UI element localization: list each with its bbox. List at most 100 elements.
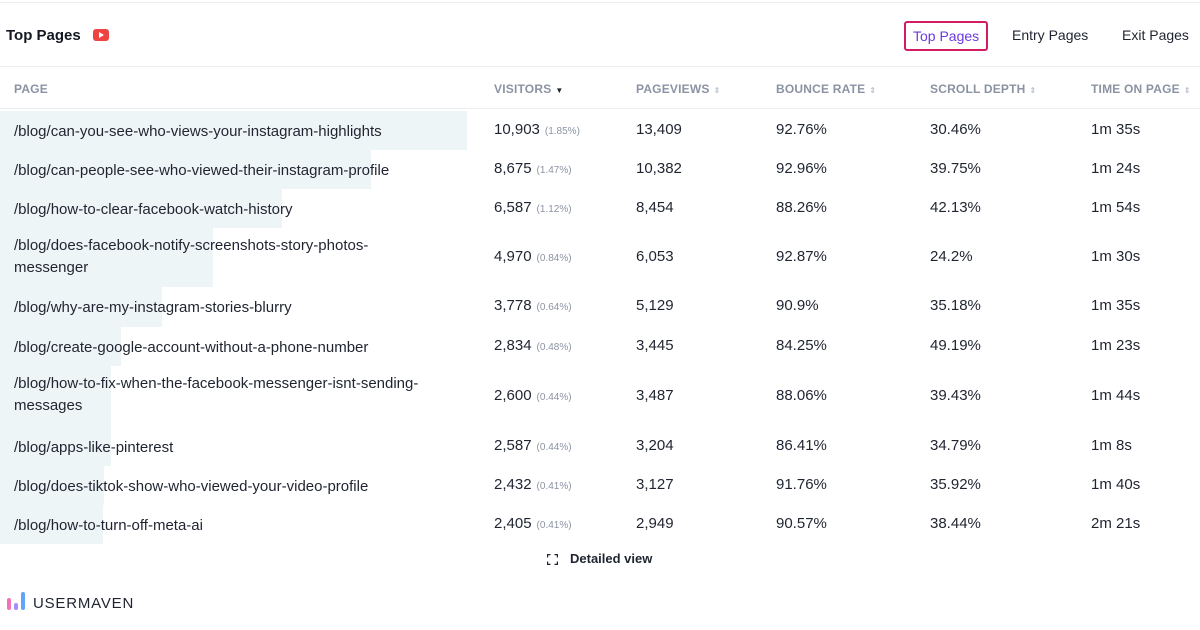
page-path: /blog/how-to-clear-facebook-watch-histor… <box>14 201 293 218</box>
table-row[interactable]: /blog/does-tiktok-show-who-viewed-your-v… <box>0 466 1200 505</box>
bounce-rate-cell: 84.25% <box>776 337 827 354</box>
table-row[interactable]: /blog/can-people-see-who-viewed-their-in… <box>0 150 1200 189</box>
visitors-count: 10,903 <box>494 121 540 138</box>
column-header-page[interactable]: PAGE <box>14 82 48 96</box>
pageviews-cell: 3,204 <box>636 437 674 454</box>
sort-icon: ⇕ <box>713 86 721 95</box>
column-header-scroll-depth[interactable]: SCROLL DEPTH ⇕ <box>930 82 1036 96</box>
visitors-cell: 10,903 (1.85%) <box>494 121 580 138</box>
column-header-label: BOUNCE RATE <box>776 82 866 96</box>
visitor-share-bar <box>0 466 104 505</box>
tab-exit-pages[interactable]: Exit Pages <box>1122 27 1189 43</box>
visitors-percentage: (1.47%) <box>536 165 572 176</box>
column-header-visitors[interactable]: VISITORS ▼ <box>494 82 564 96</box>
page-path: /blog/can-you-see-who-views-your-instagr… <box>14 123 382 140</box>
sort-icon: ⇕ <box>1029 86 1037 95</box>
visitors-count: 2,587 <box>494 437 532 454</box>
bounce-rate-cell: 88.06% <box>776 387 827 404</box>
column-header-time-on-page[interactable]: TIME ON PAGE ⇕ <box>1091 82 1191 96</box>
visitors-cell: 2,432 (0.41%) <box>494 476 572 493</box>
expand-icon <box>547 554 558 565</box>
page-path: /blog/how-to-fix-when-the-facebook-messe… <box>14 375 419 414</box>
pageviews-cell: 13,409 <box>636 121 682 138</box>
scroll-depth-cell: 39.75% <box>930 160 981 177</box>
card-title: Top Pages <box>6 27 81 44</box>
visitor-share-bar <box>0 427 111 466</box>
scroll-depth-cell: 24.2% <box>930 248 973 265</box>
page-path: /blog/why-are-my-instagram-stories-blurr… <box>14 299 292 316</box>
visitors-count: 2,405 <box>494 515 532 532</box>
scroll-depth-cell: 35.92% <box>930 476 981 493</box>
sort-icon: ⇕ <box>869 86 877 95</box>
visitors-percentage: (0.41%) <box>536 520 572 531</box>
visitor-share-bar <box>0 189 282 228</box>
visitors-percentage: (1.85%) <box>544 126 580 137</box>
visitors-cell: 8,675 (1.47%) <box>494 160 572 177</box>
pageviews-cell: 3,487 <box>636 387 674 404</box>
bounce-rate-cell: 86.41% <box>776 437 827 454</box>
visitors-cell: 4,970 (0.84%) <box>494 248 572 265</box>
visitor-share-bar <box>0 366 111 427</box>
table-row[interactable]: /blog/how-to-turn-off-meta-ai 2,405 (0.41%… <box>0 505 1200 544</box>
visitors-count: 2,432 <box>494 476 532 493</box>
visitor-share-bar <box>0 228 213 287</box>
visitor-share-bar <box>0 287 162 327</box>
visitors-percentage: (0.41%) <box>536 481 572 492</box>
visitor-share-bar <box>0 111 467 150</box>
bounce-rate-cell: 90.57% <box>776 515 827 532</box>
usermaven-logo-icon <box>7 592 25 610</box>
pageviews-cell: 6,053 <box>636 248 674 265</box>
bounce-rate-cell: 88.26% <box>776 199 827 216</box>
bounce-rate-cell: 92.76% <box>776 121 827 138</box>
bounce-rate-cell: 92.87% <box>776 248 827 265</box>
time-on-page-cell: 1m 40s <box>1091 476 1141 493</box>
table-row[interactable]: /blog/create-google-account-without-a-ph… <box>0 327 1200 366</box>
brand-name: USERMAVEN <box>33 595 135 612</box>
bounce-rate-cell: 90.9% <box>776 297 819 314</box>
sort-desc-icon: ▼ <box>555 86 564 95</box>
visitors-percentage: (1.12%) <box>536 204 572 215</box>
column-header-pageviews[interactable]: PAGEVIEWS ⇕ <box>636 82 721 96</box>
visitor-share-bar <box>0 150 371 189</box>
visitors-count: 2,600 <box>494 387 532 404</box>
scroll-depth-cell: 35.18% <box>930 297 981 314</box>
card-header: Top Pages Top Pages Entry Pages Exit Pag… <box>0 3 1200 67</box>
tab-entry-pages[interactable]: Entry Pages <box>1012 27 1089 43</box>
detailed-view-button[interactable]: Detailed view <box>547 551 652 566</box>
table-header: PAGE VISITORS ▼ PAGEVIEWS ⇕ BOUNCE RATE ⇕ S… <box>0 67 1200 109</box>
time-on-page-cell: 1m 35s <box>1091 297 1141 314</box>
visitors-cell: 2,405 (0.41%) <box>494 515 572 532</box>
pageviews-cell: 3,445 <box>636 337 674 354</box>
visitor-share-bar <box>0 505 103 544</box>
scroll-depth-cell: 39.43% <box>930 387 981 404</box>
visitors-cell: 3,778 (0.64%) <box>494 297 572 314</box>
table-row[interactable]: /blog/why-are-my-instagram-stories-blurr… <box>0 287 1200 327</box>
table-row[interactable]: /blog/apps-like-pinterest 2,587 (0.44%) 3,2… <box>0 427 1200 466</box>
top-pages-card: Top Pages Top Pages Entry Pages Exit Pag… <box>0 2 1200 566</box>
visitors-percentage: (0.84%) <box>536 253 572 264</box>
page-path: /blog/how-to-turn-off-meta-ai <box>14 517 203 534</box>
visitors-count: 6,587 <box>494 199 532 216</box>
visitor-share-bar <box>0 327 121 366</box>
scroll-depth-cell: 42.13% <box>930 199 981 216</box>
table-row[interactable]: /blog/does-facebook-notify-screenshots-s… <box>0 228 1200 287</box>
pageviews-cell: 10,382 <box>636 160 682 177</box>
visitors-percentage: (0.64%) <box>536 302 572 313</box>
column-header-label: PAGEVIEWS <box>636 82 710 96</box>
pageviews-cell: 8,454 <box>636 199 674 216</box>
time-on-page-cell: 1m 23s <box>1091 337 1141 354</box>
column-header-bounce-rate[interactable]: BOUNCE RATE ⇕ <box>776 82 876 96</box>
page-path: /blog/does-facebook-notify-screenshots-s… <box>14 237 369 276</box>
table-row[interactable]: /blog/how-to-clear-facebook-watch-histor… <box>0 189 1200 228</box>
youtube-icon <box>93 29 109 41</box>
time-on-page-cell: 1m 54s <box>1091 199 1141 216</box>
table-row[interactable]: /blog/how-to-fix-when-the-facebook-messe… <box>0 366 1200 427</box>
time-on-page-cell: 1m 44s <box>1091 387 1141 404</box>
time-on-page-cell: 1m 24s <box>1091 160 1141 177</box>
table-row[interactable]: /blog/can-you-see-who-views-your-instagr… <box>0 111 1200 150</box>
time-on-page-cell: 1m 30s <box>1091 248 1141 265</box>
tab-top-pages[interactable]: Top Pages <box>904 21 989 51</box>
visitors-cell: 2,600 (0.44%) <box>494 387 572 404</box>
column-header-label: VISITORS <box>494 82 552 96</box>
visitors-count: 3,778 <box>494 297 532 314</box>
